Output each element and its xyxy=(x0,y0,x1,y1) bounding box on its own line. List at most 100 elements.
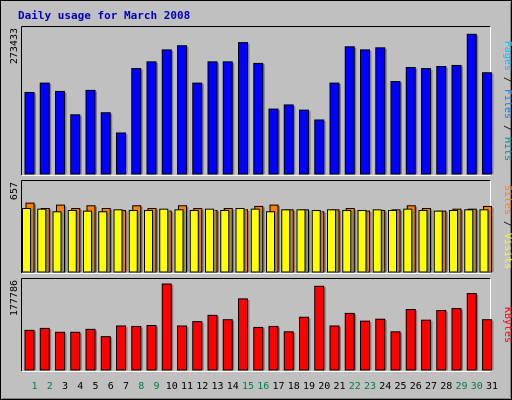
bar-kbytes-5 xyxy=(85,328,96,371)
bar-hits-27 xyxy=(421,68,431,175)
bar-hits-6 xyxy=(100,112,111,175)
bar-sites-9 xyxy=(144,209,153,273)
bar-sites-23 xyxy=(357,209,367,273)
bar-sites-7 xyxy=(113,209,123,273)
series-kbytes xyxy=(24,283,494,371)
bar-kbytes-29 xyxy=(451,308,462,371)
bar-sites-26 xyxy=(403,208,413,273)
axis-label-kbytes: KBytes xyxy=(502,307,512,343)
bar-hits-22 xyxy=(344,46,355,175)
bar-sites-6 xyxy=(98,211,108,273)
bar-hits-9 xyxy=(146,61,157,175)
bar-sites-14 xyxy=(220,209,230,273)
x-tick-label: 5 xyxy=(92,381,98,392)
bar-kbytes-23 xyxy=(360,320,370,371)
bar-kbytes-27 xyxy=(421,319,431,371)
x-axis: 1 2 3 4 5 6 7 8 9 10 11 12 13 14 15 16 17 18 19 20 21 22 23 24 2… xyxy=(31,381,498,392)
series-hits xyxy=(24,33,494,175)
x-tick-label: 20 xyxy=(318,381,330,392)
panel-axis-label: KBytes xyxy=(502,307,512,343)
bar-sites-15 xyxy=(235,208,245,273)
x-tick-label: 27 xyxy=(425,381,437,392)
x-tick-label: 22 xyxy=(349,381,361,392)
bar-hits-29 xyxy=(451,64,462,175)
x-tick-label: 21 xyxy=(333,381,345,392)
axis-label-separator: / xyxy=(502,119,512,137)
bar-hits-1 xyxy=(24,91,35,175)
x-tick-label: 23 xyxy=(364,381,376,392)
axis-label-separator: / xyxy=(502,71,512,89)
bar-hits-3 xyxy=(55,90,65,175)
axis-label-sites: Sites xyxy=(502,185,512,215)
bar-hits-14 xyxy=(222,61,233,175)
x-tick-label: 31 xyxy=(486,381,498,392)
bar-kbytes-19 xyxy=(299,316,309,371)
x-tick-label: 8 xyxy=(138,381,144,392)
bar-sites-18 xyxy=(281,209,291,273)
panel-max-label: 657 xyxy=(9,182,20,200)
bar-hits-8 xyxy=(131,68,142,175)
bar-kbytes-6 xyxy=(100,336,111,371)
bar-kbytes-21 xyxy=(329,325,340,371)
panel-max-label: 177786 xyxy=(9,280,20,316)
bar-sites-30 xyxy=(464,209,474,273)
x-tick-label: 9 xyxy=(153,381,159,392)
bar-hits-16 xyxy=(253,62,264,175)
x-tick-label: 4 xyxy=(77,381,83,392)
series-sites xyxy=(22,208,490,273)
bar-kbytes-17 xyxy=(268,325,279,371)
bar-hits-28 xyxy=(436,66,447,175)
bar-sites-24 xyxy=(372,209,382,273)
bar-sites-22 xyxy=(342,209,352,273)
bar-kbytes-3 xyxy=(55,331,65,371)
bar-kbytes-14 xyxy=(222,319,233,371)
x-tick-label: 7 xyxy=(123,381,129,392)
axis-label-hits: Hits xyxy=(502,137,512,161)
axis-label-pages: Pages xyxy=(502,41,512,71)
x-tick-label: 26 xyxy=(410,381,422,392)
bar-kbytes-25 xyxy=(390,331,401,371)
bar-sites-8 xyxy=(128,209,138,273)
bar-hits-25 xyxy=(390,81,401,175)
panel-3: 177786 KBytes xyxy=(9,278,512,372)
bar-kbytes-12 xyxy=(192,321,203,371)
bar-kbytes-8 xyxy=(131,325,142,371)
x-tick-label: 3 xyxy=(62,381,68,392)
bar-hits-20 xyxy=(314,119,325,175)
bar-kbytes-16 xyxy=(253,326,264,371)
x-tick-label: 30 xyxy=(471,381,483,392)
panel-1: 273433 Pages / Files / Hits xyxy=(9,26,512,176)
panel-max-label: 273433 xyxy=(9,28,20,64)
x-tick-label: 18 xyxy=(288,381,300,392)
bar-kbytes-10 xyxy=(161,283,172,371)
bar-kbytes-9 xyxy=(146,324,157,371)
x-tick-label: 15 xyxy=(242,381,254,392)
x-tick-label: 10 xyxy=(166,381,178,392)
x-tick-label: 16 xyxy=(257,381,269,392)
bar-kbytes-26 xyxy=(405,309,416,371)
bar-kbytes-30 xyxy=(466,293,477,371)
bar-kbytes-22 xyxy=(344,312,355,371)
bar-kbytes-24 xyxy=(375,318,386,371)
panel-axis-label: Pages / Files / Hits xyxy=(502,41,512,161)
panel-axis-label: Sites / Visits xyxy=(502,185,512,269)
bar-kbytes-20 xyxy=(314,285,325,371)
bar-sites-11 xyxy=(174,209,184,273)
x-tick-label: 25 xyxy=(394,381,406,392)
chart-panels: 273433 Pages / Files / Hits 657 Sites / Vis… xyxy=(9,26,512,372)
bar-sites-13 xyxy=(205,208,214,273)
bar-hits-15 xyxy=(238,42,248,175)
bar-hits-5 xyxy=(85,89,96,175)
x-tick-label: 1 xyxy=(31,381,37,392)
x-tick-label: 14 xyxy=(227,381,239,392)
bar-sites-1 xyxy=(22,208,31,273)
bar-sites-4 xyxy=(67,209,77,273)
bar-hits-18 xyxy=(283,104,294,175)
bar-hits-17 xyxy=(268,108,279,175)
axis-label-separator: / xyxy=(502,215,512,233)
bar-kbytes-13 xyxy=(207,314,218,371)
x-tick-label: 11 xyxy=(181,381,193,392)
bar-kbytes-15 xyxy=(238,298,248,371)
bar-hits-19 xyxy=(299,109,309,175)
